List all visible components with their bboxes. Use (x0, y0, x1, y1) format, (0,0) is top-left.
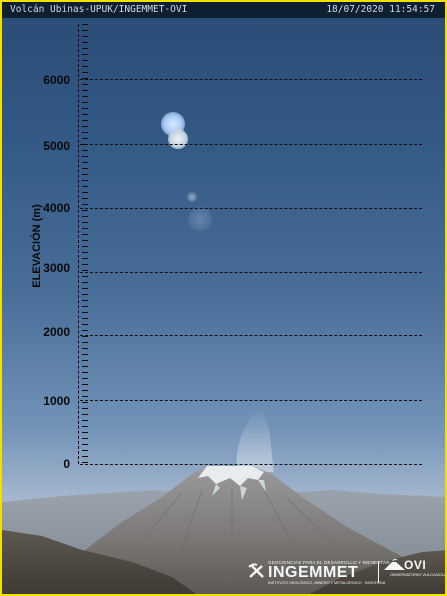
tick-label-0: 0 (63, 457, 70, 471)
ovi-name: OVI (404, 558, 427, 572)
gridline-0 (80, 464, 422, 465)
gridline-1000 (80, 400, 422, 401)
slope-gullies (141, 488, 353, 582)
pickaxe-hammer-icon (248, 563, 264, 578)
timestamp: 18/07/2020 11:54:57 (326, 4, 435, 15)
tick-label-2000: 2000 (43, 325, 70, 339)
ovi-subtitle: OBSERVATORIO VULCANOLÓGICO (390, 572, 447, 577)
logo-divider (378, 561, 379, 583)
snow-cap (198, 466, 264, 486)
ingemmet-name: INGEMMET (268, 564, 359, 581)
gridline-6000 (80, 79, 422, 80)
foreground-hills (2, 530, 197, 594)
elevation-axis-minor-ticks (82, 24, 88, 464)
volcano-icon (384, 559, 405, 570)
elevation-axis (78, 24, 79, 464)
gridline-4000 (80, 208, 422, 209)
lens-flare (188, 207, 212, 231)
ingemmet-tagline: GEOCIENCIAS PARA EL DESARROLLO Y BIENEST… (268, 560, 390, 565)
tick-label-1000: 1000 (43, 394, 70, 408)
tick-label-6000: 6000 (43, 73, 70, 87)
axis-title: ELEVACIÓN (m) (31, 204, 43, 288)
foreground-hills (309, 550, 445, 594)
ingemmet-subtitle: INSTITUTO GEOLÓGICO, MINERO Y METALÚRGIC… (268, 581, 386, 585)
lens-flare (187, 192, 197, 202)
snow-streaks (212, 480, 266, 500)
tick-label-3000: 3000 (43, 261, 70, 275)
gridline-2000 (80, 335, 422, 336)
camera-overlay-bar: Volcán Ubinas-UPUK/INGEMMET-OVI 18/07/20… (2, 2, 445, 18)
plume (236, 408, 274, 472)
gridline-3000 (80, 272, 422, 273)
tick-label-4000: 4000 (43, 201, 70, 215)
camera-label: Volcán Ubinas-UPUK/INGEMMET-OVI (10, 4, 188, 15)
tick-label-5000: 5000 (43, 139, 70, 153)
gridline-5000 (80, 144, 422, 145)
